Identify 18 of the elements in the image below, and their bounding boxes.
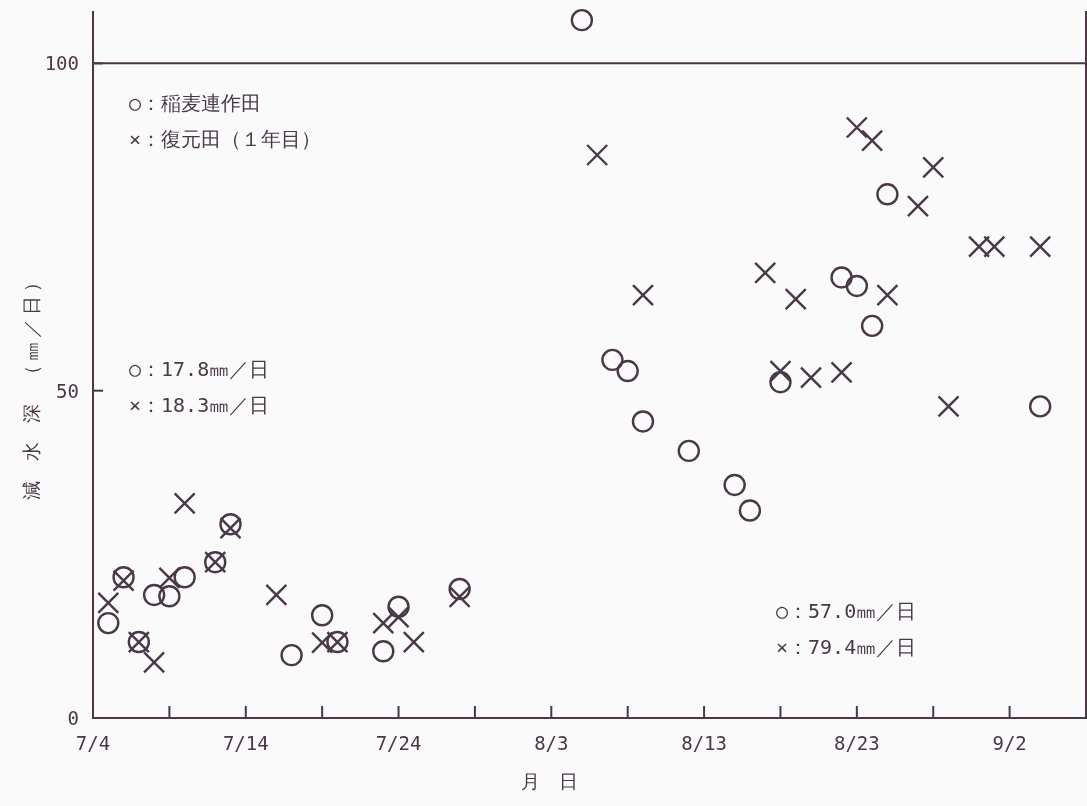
x-tick-label: 8/23 <box>833 732 880 754</box>
annotation: ○：稲麦連作田 <box>129 91 262 115</box>
x-tick-label: 8/13 <box>681 732 727 754</box>
annotation: ×：復元田（１年目） <box>129 127 322 151</box>
annotation: ×：79.4㎜／日 <box>776 635 917 659</box>
annotation: ×：18.3㎜／日 <box>129 393 270 417</box>
y-tick-label: 50 <box>56 379 79 402</box>
annotation: ○：57.0㎜／日 <box>776 599 917 623</box>
y-axis-title: 減 水 深 （㎜／日） <box>20 269 42 500</box>
x-tick-label: 7/14 <box>222 732 269 754</box>
x-tick-label: 8/3 <box>534 732 569 754</box>
x-axis-title: 月 日 <box>521 770 578 792</box>
annotation: ○：17.8㎜／日 <box>129 357 270 381</box>
y-tick-label: 100 <box>44 52 79 75</box>
x-tick-label: 7/4 <box>75 732 111 754</box>
x-tick-label: 9/2 <box>992 732 1027 754</box>
y-tick-label: 0 <box>67 707 79 729</box>
x-tick-label: 7/24 <box>375 732 422 754</box>
